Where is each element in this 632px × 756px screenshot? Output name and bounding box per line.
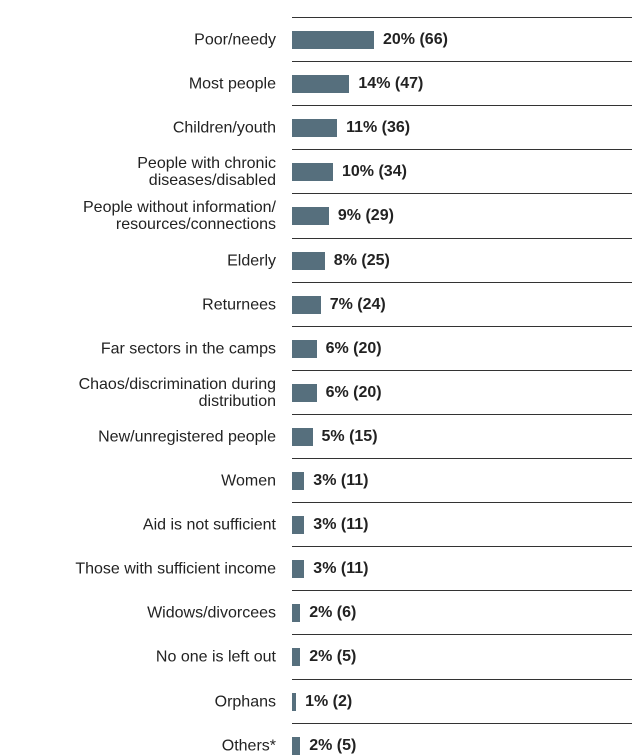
separator <box>292 458 632 459</box>
bar <box>292 427 313 446</box>
bar <box>292 736 301 755</box>
category-label: Aid is not sufficient <box>142 516 276 534</box>
category-label: Chaos/discrimination during distribution <box>78 375 276 410</box>
category-label: Returnees <box>202 296 276 314</box>
separator <box>292 61 632 63</box>
separator <box>292 193 632 195</box>
category-label: Women <box>221 472 276 490</box>
value-label: 10% (34) <box>342 163 407 181</box>
category-label: Most people <box>188 75 276 93</box>
bar <box>292 692 297 711</box>
separator <box>292 413 632 415</box>
category-label: People without information/ resources/co… <box>83 199 276 234</box>
bar <box>292 472 305 490</box>
value-label: 2% (5) <box>309 648 357 666</box>
separator <box>292 634 632 636</box>
category-label: People with chronic diseases/disabled <box>137 155 276 190</box>
value-label: 5% (15) <box>321 427 378 445</box>
separator <box>292 369 632 371</box>
category-label: Widows/divorcees <box>147 604 276 622</box>
value-label: 6% (20) <box>325 339 382 357</box>
value-label: 7% (24) <box>329 295 386 313</box>
value-label: 1% (2) <box>305 692 353 710</box>
separator <box>292 678 632 680</box>
separator <box>292 281 632 283</box>
value-label: 3% (11) <box>313 516 369 534</box>
category-label: Those with sufficient income <box>75 560 276 578</box>
bar <box>292 560 305 579</box>
separator <box>292 502 632 504</box>
separator <box>292 237 632 239</box>
separator <box>292 149 632 151</box>
value-label: 3% (11) <box>313 472 369 489</box>
bar <box>292 339 317 358</box>
bar <box>292 251 325 270</box>
category-label: Poor/needy <box>194 31 276 49</box>
value-label: 20% (66) <box>383 31 448 48</box>
bar <box>292 516 305 535</box>
bar <box>292 207 329 226</box>
value-label: 8% (25) <box>333 251 390 269</box>
category-label: New/unregistered people <box>98 428 276 446</box>
value-label: 14% (47) <box>358 75 424 93</box>
value-label: 2% (6) <box>309 604 357 622</box>
separator <box>292 722 632 724</box>
bar <box>292 75 350 94</box>
category-label: Children/youth <box>172 119 276 137</box>
bar <box>292 295 321 314</box>
bar <box>292 648 301 667</box>
value-label: 6% (20) <box>325 383 382 401</box>
separator <box>292 590 632 592</box>
value-label: 9% (29) <box>337 207 394 225</box>
category-label: Others* <box>221 737 276 755</box>
bar <box>292 31 374 49</box>
bar <box>292 119 338 138</box>
bar <box>292 604 301 623</box>
category-label: Far sectors in the camps <box>100 340 276 358</box>
separator <box>292 17 632 18</box>
value-label: 2% (5) <box>309 736 357 754</box>
category-label: No one is left out <box>155 648 276 666</box>
bar <box>292 163 333 182</box>
separator <box>292 325 632 327</box>
bar <box>292 383 317 402</box>
category-label: Elderly <box>227 252 276 269</box>
separator <box>292 105 632 107</box>
value-label: 3% (11) <box>313 560 369 578</box>
separator <box>292 546 632 548</box>
category-label: Orphans <box>214 693 276 710</box>
value-label: 11% (36) <box>346 119 411 137</box>
